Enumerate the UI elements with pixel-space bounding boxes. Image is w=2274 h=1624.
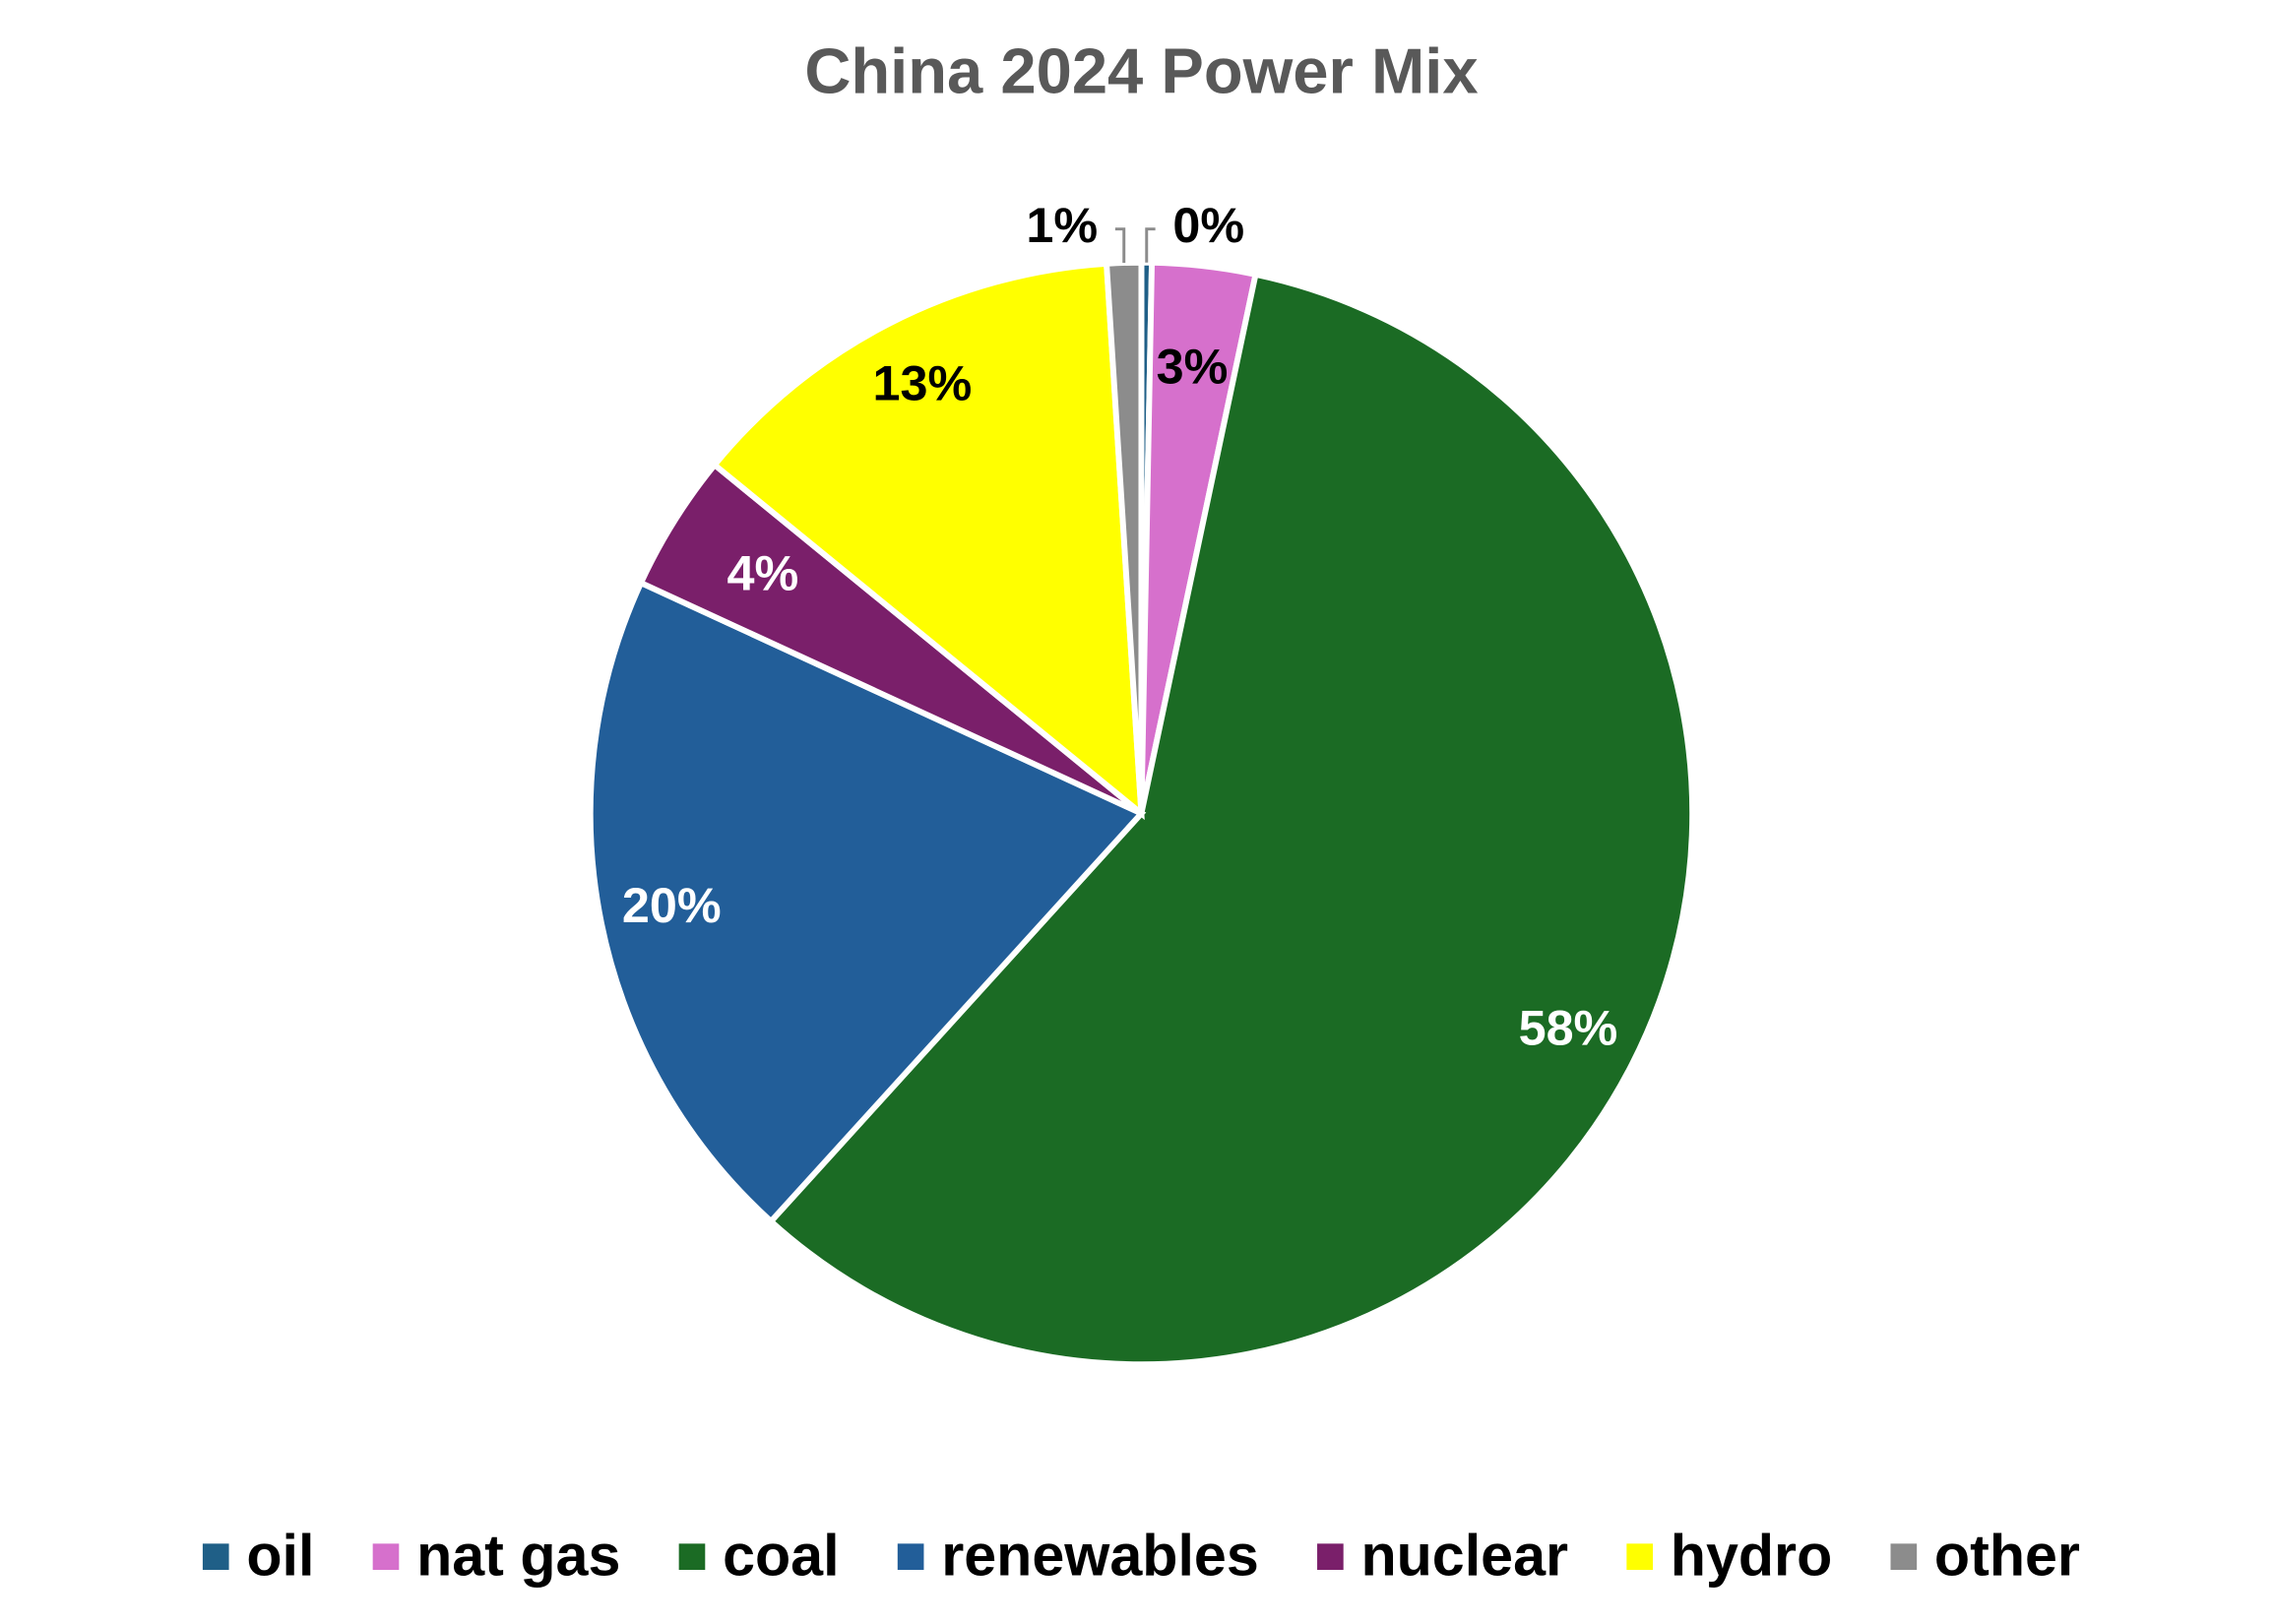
- chart-title: China 2024 Power Mix: [804, 34, 1478, 106]
- legend-label: nuclear: [1360, 1522, 1568, 1588]
- data-label: 1%: [1026, 197, 1098, 253]
- legend-swatch: [1317, 1543, 1344, 1570]
- data-label: 0%: [1172, 197, 1244, 253]
- leader-line: [1114, 227, 1126, 264]
- legend-label: coal: [723, 1522, 840, 1588]
- legend-swatch: [1626, 1543, 1654, 1570]
- data-label: 3%: [1157, 338, 1229, 394]
- legend-label: renewables: [941, 1522, 1259, 1588]
- pie-slice: [767, 271, 1696, 1368]
- data-label: 58%: [1519, 1000, 1618, 1056]
- legend-swatch: [897, 1543, 924, 1570]
- pie-slice: [710, 260, 1145, 821]
- legend-swatch: [678, 1543, 706, 1570]
- data-label: 13%: [873, 355, 973, 411]
- legend-label: hydro: [1671, 1522, 1833, 1588]
- leader-line: [1145, 227, 1156, 263]
- legend-label: nat gas: [416, 1522, 620, 1588]
- legend-swatch: [372, 1543, 400, 1570]
- legend-label: other: [1934, 1522, 2080, 1588]
- pie-slice: [587, 579, 1147, 1226]
- data-label: 4%: [727, 545, 799, 601]
- legend-swatch: [202, 1543, 229, 1570]
- legend-label: oil: [246, 1522, 314, 1588]
- data-label: 20%: [622, 877, 722, 933]
- legend-swatch: [1890, 1543, 1918, 1570]
